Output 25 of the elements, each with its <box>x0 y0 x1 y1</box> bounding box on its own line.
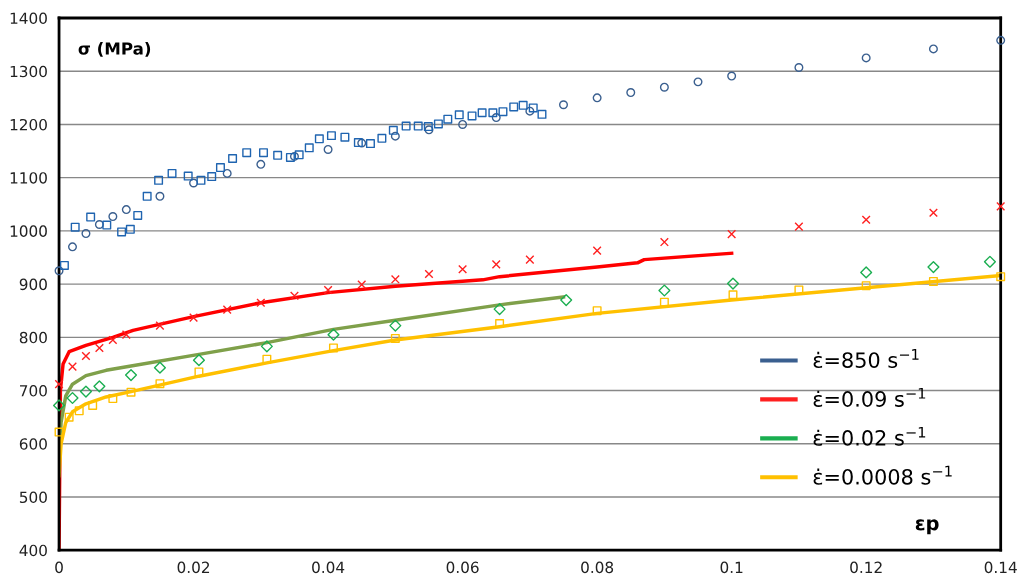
y-tick-label: 1400 <box>10 12 47 25</box>
x-tick-label: 0.06 <box>446 561 479 574</box>
y-axis-title: σ (MPa) <box>78 41 151 57</box>
y-tick-label: 1200 <box>10 118 47 131</box>
y-tick-label: 1100 <box>10 172 47 184</box>
x-axis-title: εp <box>915 519 939 535</box>
x-tick-label: 0.02 <box>177 561 210 574</box>
y-tick-label: 1000 <box>10 225 47 237</box>
x-tick-label: 0.12 <box>850 561 882 574</box>
y-tick-label: 500 <box>19 491 47 504</box>
x-tick-label: 0.04 <box>312 561 345 574</box>
y-tick-label: 900 <box>19 278 47 291</box>
y-tick-label: 700 <box>20 385 47 397</box>
legend-label: ε̇=0.09 s$^{−1}$ <box>813 387 926 407</box>
y-tick-label: 800 <box>19 331 47 344</box>
x-tick-label: 0.08 <box>581 561 614 574</box>
x-tick-label: 0.14 <box>984 561 1017 574</box>
legend-label: ε̇=0.0008 s$^{−1}$ <box>813 465 952 485</box>
y-tick-label: 400 <box>19 544 47 557</box>
y-tick-label: 1300 <box>10 65 47 78</box>
x-tick-label: 0 <box>55 561 63 574</box>
x-tick-label: 0.1 <box>720 561 743 574</box>
legend-label: ε̇=0.02 s$^{−1}$ <box>813 426 926 446</box>
legend-label: ε̇=850 s$^{−1}$ <box>813 349 919 368</box>
y-tick-label: 600 <box>19 438 47 450</box>
